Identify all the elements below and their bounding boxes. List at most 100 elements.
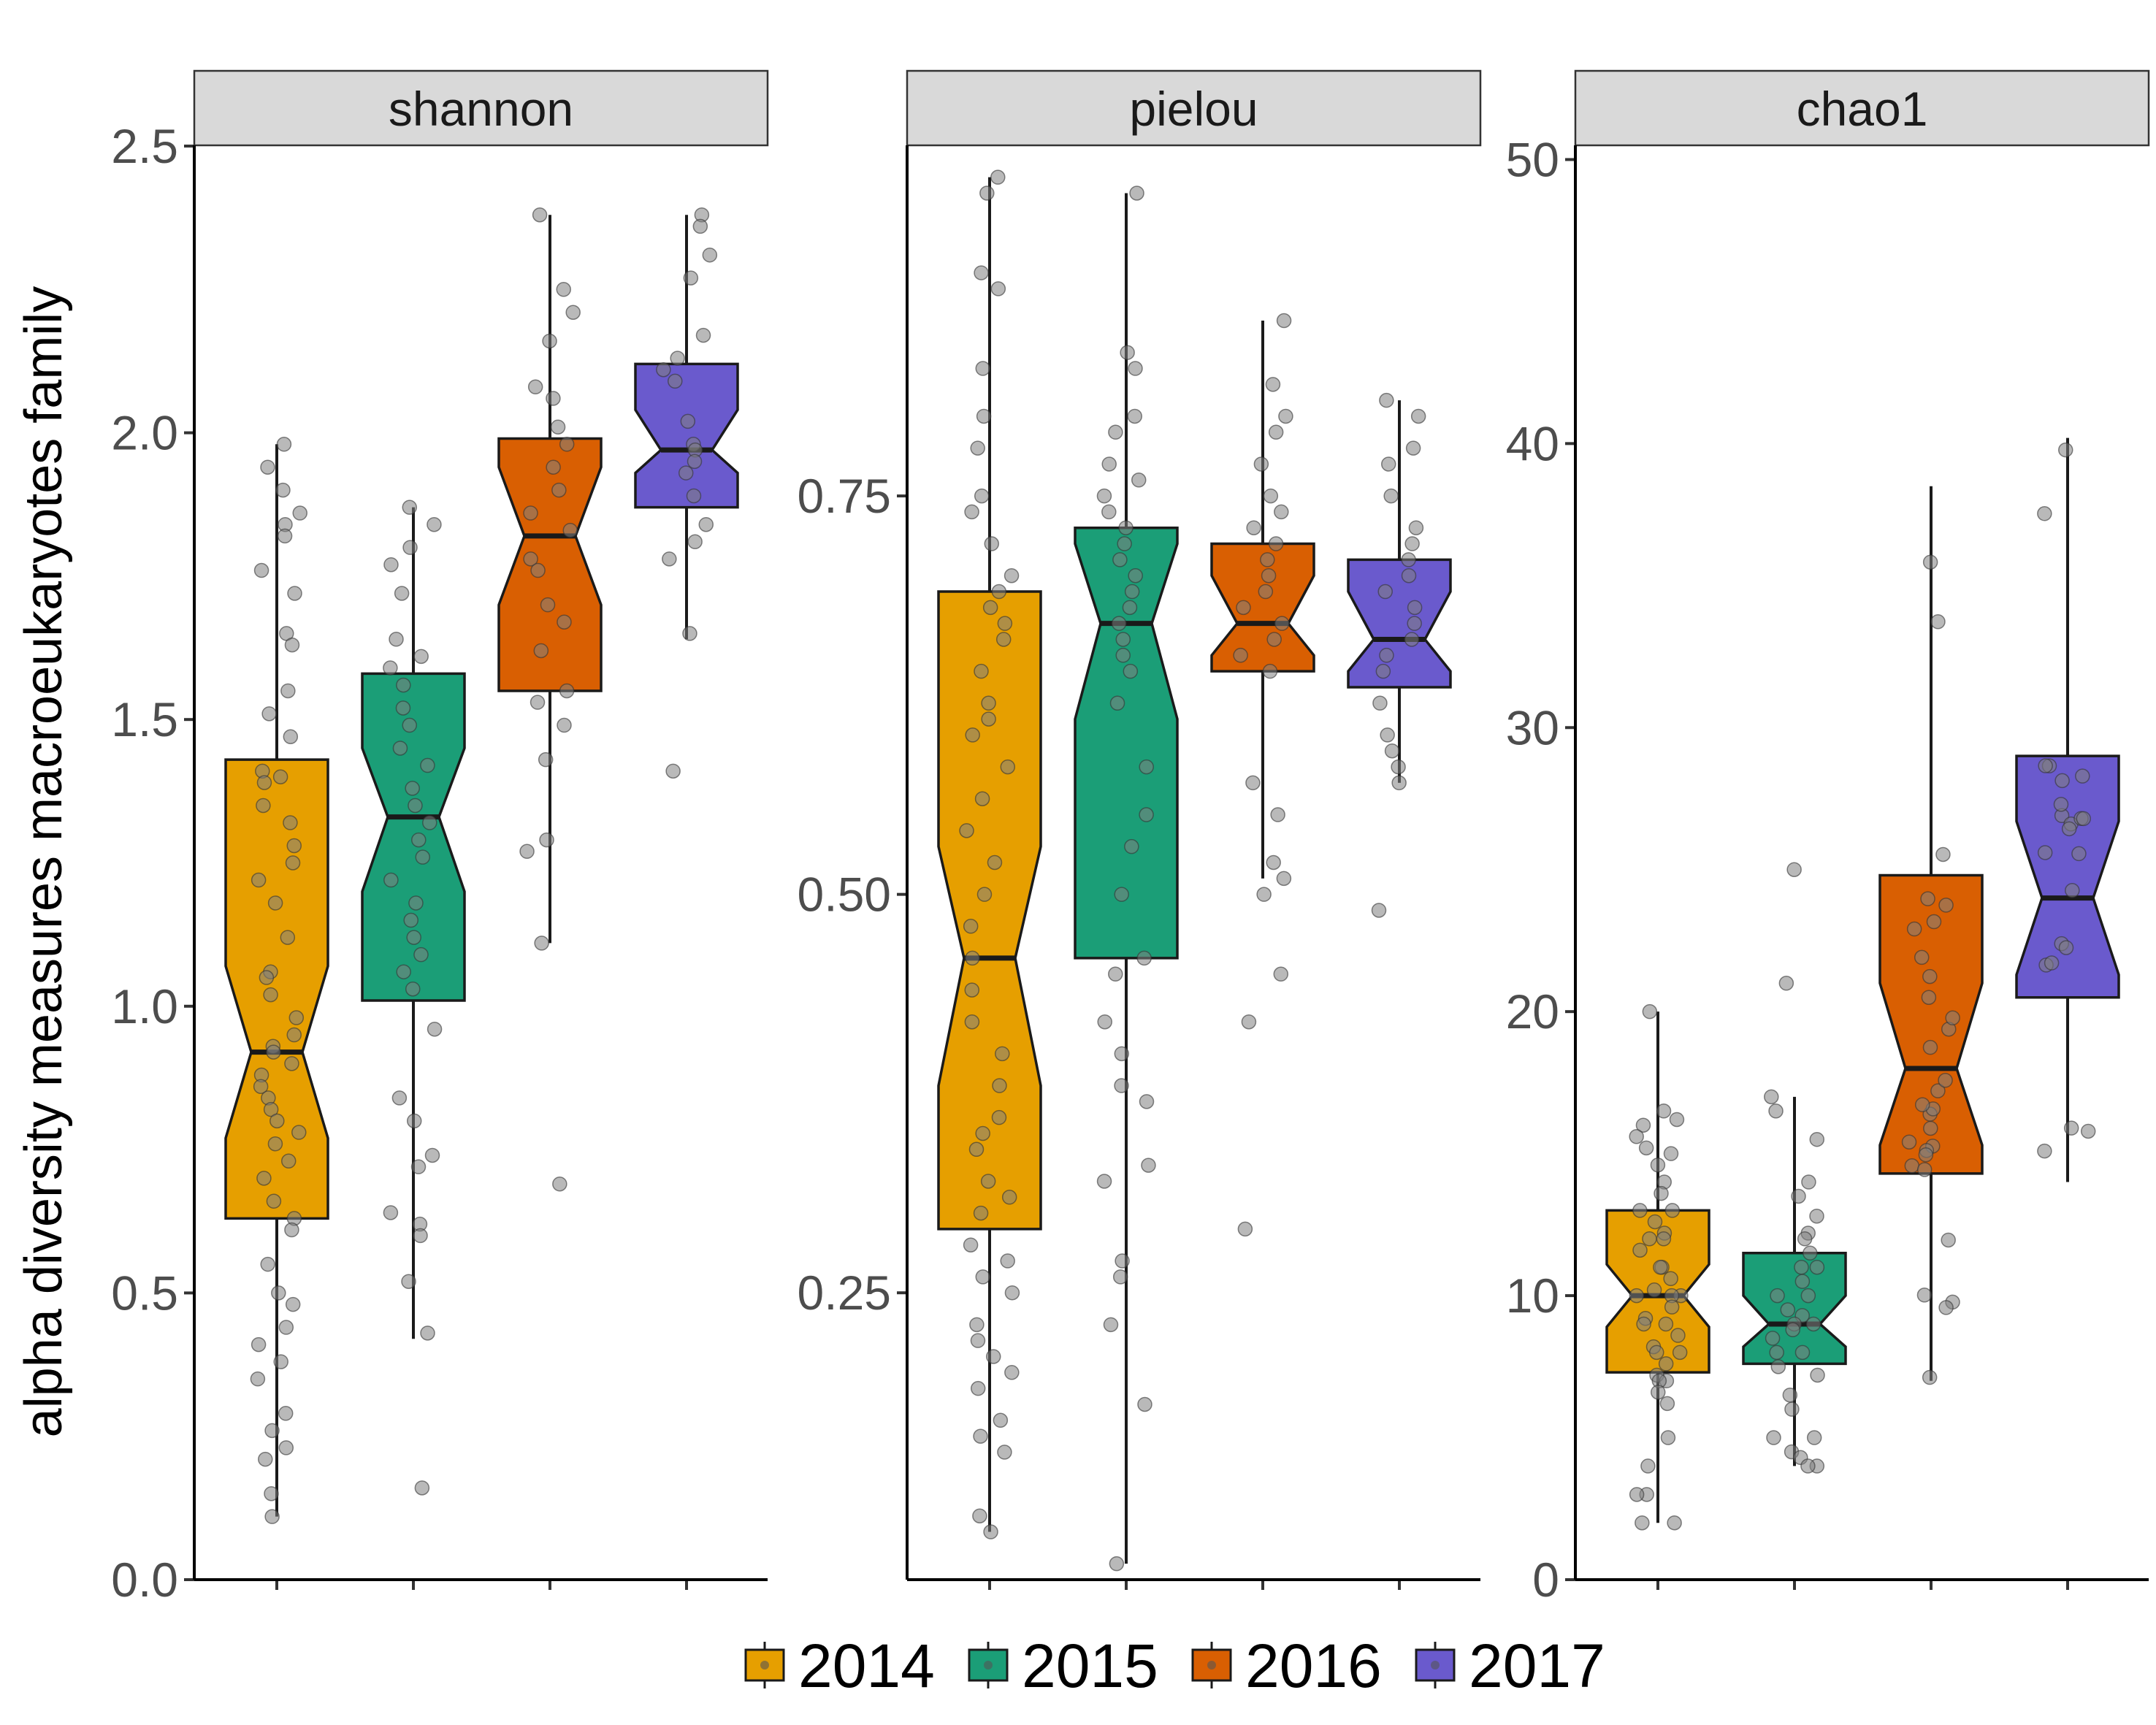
boxes-chao1 [1605, 437, 2120, 1531]
data-point [284, 1222, 299, 1238]
data-point [1794, 1259, 1809, 1275]
data-point [668, 373, 683, 389]
data-point [973, 1428, 988, 1444]
data-point [974, 265, 989, 280]
data-point [1096, 1174, 1112, 1189]
box-pielou-2015 [1074, 185, 1179, 1572]
data-point [1129, 185, 1144, 201]
data-point [392, 741, 408, 756]
strip-title-chao1: chao1 [1797, 82, 1928, 136]
strip-pielou [906, 69, 1482, 147]
data-point [1379, 392, 1394, 408]
data-point [2037, 506, 2052, 521]
data-point [1115, 648, 1131, 663]
data-point [1236, 600, 1251, 616]
data-point [1784, 1401, 1800, 1417]
data-point [2061, 821, 2077, 837]
strip-chao1 [1574, 69, 2150, 147]
data-point [702, 247, 718, 263]
data-point [256, 798, 271, 814]
data-point [403, 912, 418, 928]
y-tick-label: 10 [1506, 1269, 1559, 1323]
data-point [415, 849, 431, 865]
data-point [1658, 1356, 1674, 1372]
data-point [264, 1485, 279, 1502]
data-point [1672, 1345, 1688, 1361]
data-point [1809, 1208, 1824, 1224]
data-point [1667, 1515, 1682, 1531]
data-point [264, 1423, 280, 1439]
data-point [286, 838, 302, 854]
data-point [534, 936, 549, 951]
data-point [1806, 1430, 1822, 1445]
data-point [1262, 663, 1278, 679]
box-shannon-2016 [497, 207, 603, 1192]
data-point [972, 1508, 987, 1523]
data-point [1629, 1487, 1645, 1502]
data-point [1128, 567, 1143, 584]
panel-shannon: shannon 0.0 0.5 1.0 1.5 2.0 2.5 [111, 69, 769, 1607]
data-point [1647, 1214, 1663, 1230]
data-point [1118, 520, 1134, 535]
data-point [2038, 758, 2053, 773]
data-point [1636, 1316, 1651, 1332]
data-point [1108, 966, 1123, 982]
data-point [1938, 1300, 1954, 1315]
data-point [670, 351, 685, 366]
box-chao1-2017 [2015, 437, 2120, 1182]
data-point [1921, 990, 1937, 1005]
data-point [1801, 1174, 1816, 1190]
data-point [1638, 1140, 1654, 1156]
data-point [267, 895, 283, 911]
data-point [1407, 600, 1423, 616]
data-point [2054, 773, 2070, 789]
legend-key-point [760, 1661, 769, 1669]
legend-label: 2017 [1469, 1632, 1605, 1700]
data-point [1809, 1259, 1825, 1275]
data-point [546, 459, 561, 475]
data-point [1922, 554, 1938, 570]
legend-item-2016: 2016 [1191, 1632, 1382, 1700]
panel-chao1: chao1 0 10 20 30 40 50 [1506, 69, 2150, 1607]
data-point [530, 695, 546, 710]
box-chao1-2015 [1742, 862, 1847, 1474]
data-point [1128, 361, 1143, 376]
data-point [280, 930, 296, 945]
box-body [497, 437, 603, 692]
data-point [1786, 862, 1802, 877]
data-point [1245, 775, 1261, 791]
data-point [968, 1141, 985, 1158]
box-body [1210, 542, 1315, 673]
x-axis-ticks-shannon [275, 1580, 688, 1590]
data-point [1097, 1014, 1112, 1030]
data-point [565, 305, 581, 320]
data-point [975, 1125, 990, 1141]
data-point [1261, 567, 1277, 584]
data-point [1901, 1134, 1917, 1150]
data-point [662, 551, 677, 567]
boxes-shannon [224, 207, 739, 1524]
data-point [1380, 456, 1396, 472]
strip-title-pielou: pielou [1129, 82, 1258, 136]
box-chao1-2016 [1878, 486, 1984, 1385]
y-axis-ticks-shannon: 0.0 0.5 1.0 1.5 2.0 2.5 [111, 119, 194, 1607]
data-point [383, 1205, 399, 1220]
data-point [990, 169, 1006, 185]
data-point [427, 1021, 443, 1037]
data-point [1769, 1345, 1784, 1361]
data-point [975, 1269, 991, 1285]
data-point [405, 781, 420, 796]
data-point [264, 1509, 280, 1524]
data-point [2058, 940, 2074, 955]
data-point [383, 660, 398, 676]
data-point [550, 419, 566, 435]
data-point [1139, 807, 1154, 822]
data-point [682, 626, 697, 641]
data-point [396, 677, 411, 693]
data-point [408, 895, 424, 911]
legend-key [1191, 1648, 1232, 1682]
data-point [1914, 1097, 1930, 1112]
data-point [402, 717, 417, 733]
box-pielou-2014 [937, 169, 1042, 1540]
data-point [283, 815, 298, 830]
